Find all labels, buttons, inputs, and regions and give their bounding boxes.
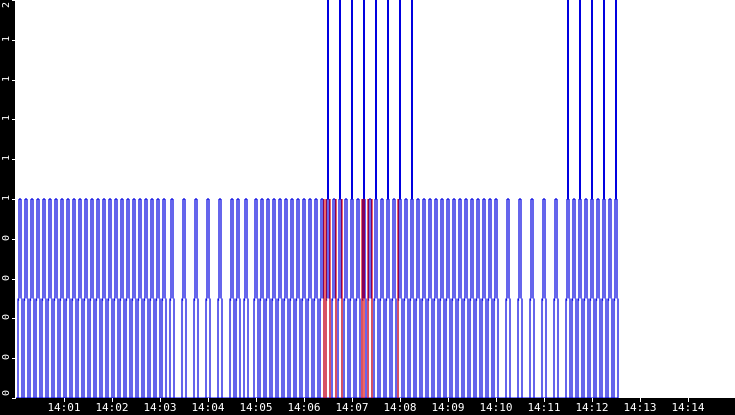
pulse-chart — [0, 0, 735, 415]
y-tick — [12, 0, 16, 1]
x-tick-label: 14:08 — [383, 402, 416, 414]
y-tick-label: 1 — [2, 112, 12, 124]
y-tick — [12, 279, 16, 280]
y-tick-label: 1 — [2, 33, 12, 45]
plot-area — [16, 0, 618, 398]
x-tick-label: 14:06 — [287, 402, 320, 414]
x-tick-label: 14:04 — [191, 402, 224, 414]
y-tick-label: 2 — [2, 0, 12, 11]
x-tick-label: 14:05 — [239, 402, 272, 414]
x-tick-label: 14:12 — [575, 402, 608, 414]
y-tick-label: 0 — [2, 232, 12, 244]
x-tick-label: 14:02 — [95, 402, 128, 414]
x-tick-label: 14:03 — [143, 402, 176, 414]
x-tick-label: 14:11 — [527, 402, 560, 414]
y-tick — [12, 358, 16, 359]
y-tick — [12, 119, 16, 120]
x-tick-label: 14:10 — [479, 402, 512, 414]
y-tick-label: 1 — [2, 152, 12, 164]
x-tick-label: 14:13 — [623, 402, 656, 414]
y-tick — [12, 239, 16, 240]
y-tick — [12, 199, 16, 200]
y-tick-label: 1 — [2, 192, 12, 204]
y-tick — [12, 398, 16, 399]
x-tick-label: 14:09 — [431, 402, 464, 414]
y-tick-label: 0 — [2, 311, 12, 323]
y-tick-label: 0 — [2, 351, 12, 363]
x-tick-label: 14:14 — [671, 402, 704, 414]
x-tick-label: 14:01 — [47, 402, 80, 414]
y-tick — [12, 40, 16, 41]
y-tick-label: 0 — [2, 387, 12, 399]
x-tick-label: 14:07 — [335, 402, 368, 414]
y-tick — [12, 80, 16, 81]
y-tick — [12, 159, 16, 160]
y-tick-label: 1 — [2, 73, 12, 85]
y-tick-label: 0 — [2, 272, 12, 284]
y-tick — [12, 318, 16, 319]
